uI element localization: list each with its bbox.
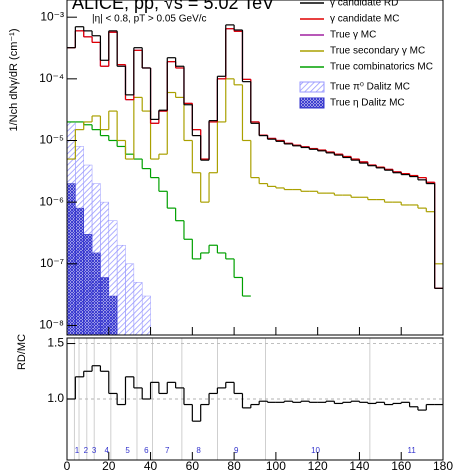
- dalitz-bar: [108, 295, 118, 335]
- x-tick-label: 20: [102, 459, 116, 473]
- x-tick-label: 80: [227, 459, 241, 473]
- region-label: 4: [104, 446, 109, 455]
- region-label: 3: [92, 446, 97, 455]
- dalitz-bar: [83, 234, 93, 335]
- dalitz-bar: [67, 183, 76, 335]
- legend: γ candidate RD γ candidate MC True γ MC Tru…: [299, 0, 433, 109]
- legend-label: True π⁰ Dalitz MC: [330, 82, 410, 93]
- dalitz-bar: [91, 252, 101, 335]
- region-label: 6: [144, 446, 149, 455]
- x-tick-label: 160: [391, 459, 411, 473]
- dalitz-bar: [75, 207, 84, 335]
- dalitz-bar: [125, 263, 135, 335]
- y-axis-label: 1/Nch dNγ/dR (cm⁻¹): [8, 29, 20, 132]
- region-label: 5: [125, 446, 130, 455]
- x-tick-label: 0: [64, 459, 71, 473]
- chart-subtitle: |η| < 0.8, pT > 0.05 GeV/c: [92, 14, 207, 25]
- ratio-plot: 1 2 3 4 5 6 7 8 9 10 11: [67, 338, 443, 460]
- x-tick-label: 140: [349, 459, 369, 473]
- dalitz-bar: [116, 244, 126, 335]
- legend-label: γ candidate MC: [330, 14, 399, 25]
- x-tick-label: 100: [266, 459, 286, 473]
- legend-label: True γ MC: [330, 30, 376, 41]
- legend-swatch: [299, 81, 325, 93]
- region-label: 11: [408, 446, 417, 455]
- ratio-y-tick-label: 1.5: [47, 336, 64, 350]
- region-label: 9: [234, 446, 239, 455]
- y-tick-label: 10⁻⁴: [39, 71, 64, 85]
- x-tick-label: 60: [186, 459, 200, 473]
- region-label: 8: [196, 446, 201, 455]
- ratio-axis-label: RD/MC: [16, 334, 28, 370]
- y-tick-label: 10⁻⁶: [39, 194, 64, 208]
- legend-swatch: [299, 97, 325, 109]
- x-tick-label: 120: [308, 459, 328, 473]
- legend-label: True combinatorics MC: [330, 62, 433, 73]
- main-frame: [66, 0, 444, 336]
- region-label: 1: [75, 446, 80, 455]
- region-label: 10: [311, 446, 320, 455]
- legend-label: True η Dalitz MC: [330, 98, 405, 109]
- axes: [66, 0, 444, 461]
- dalitz-bar: [100, 277, 110, 335]
- y-tick-label: 10⁻⁵: [39, 133, 64, 147]
- dalitz-bar: [141, 295, 151, 335]
- y-tick-label: 10⁻⁸: [39, 318, 64, 332]
- region-label: 7: [165, 446, 170, 455]
- dalitz-bar: [133, 282, 143, 335]
- region-label: 2: [84, 446, 89, 455]
- chart-title: ALICE, pp, √s = 5.02 TeV: [72, 0, 274, 13]
- x-tick-label: 180: [433, 459, 453, 473]
- legend-label: True secondary γ MC: [330, 46, 425, 57]
- main-plot: [67, 24, 443, 335]
- y-tick-label: 10⁻³: [40, 9, 64, 23]
- ratio-y-tick-label: 1.0: [47, 391, 64, 405]
- y-tick-label: 10⁻⁷: [40, 256, 64, 270]
- legend-label: γ candidate RD: [330, 0, 398, 9]
- x-tick-label: 40: [144, 459, 158, 473]
